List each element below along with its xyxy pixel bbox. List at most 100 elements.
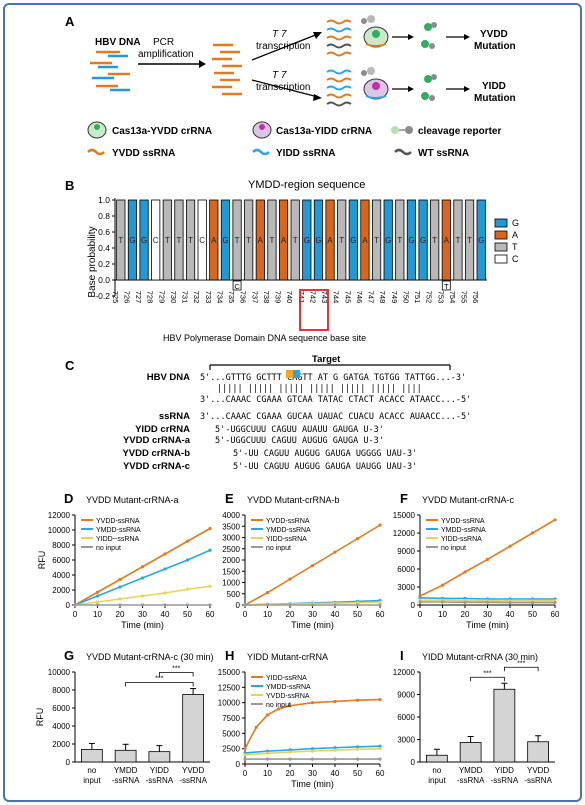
- panel-letter: I: [400, 648, 404, 663]
- x-axis-label: Time (min): [121, 620, 164, 630]
- b-bar: [244, 199, 254, 281]
- t7-label-b: T 7: [272, 70, 287, 81]
- b-bar-letter: G: [350, 236, 356, 245]
- category-label: YVDD: [527, 766, 549, 775]
- legend-label: YVDD-ssRNA: [266, 693, 310, 700]
- wt-ssrna-icon: [394, 148, 412, 156]
- b-bar: [406, 199, 417, 281]
- series-point: [310, 749, 315, 753]
- panel-letter: D: [64, 491, 73, 506]
- significance-bracket: [470, 676, 505, 682]
- y-tick-label: 9000: [397, 547, 415, 556]
- series-point: [140, 603, 145, 607]
- yidd-result-label: YIDD: [482, 81, 506, 92]
- series-point: [163, 552, 167, 556]
- b-bar: [418, 199, 428, 281]
- category-label: -ssRNA: [179, 776, 207, 785]
- yvdd-result-label: YVDD: [480, 29, 508, 40]
- bar: [182, 694, 204, 763]
- b-bar-letter: A: [281, 236, 287, 245]
- series-point: [265, 603, 270, 607]
- y-tick-label: 0: [411, 601, 416, 610]
- series-point: [185, 539, 190, 543]
- series-point: [73, 603, 77, 607]
- chart-title: YVDD Mutant-crRNA-a: [86, 495, 179, 505]
- panel-h-chart: H YIDD Mutant-crRNA 0 2500 5000 7500 10000 1250…: [218, 648, 385, 789]
- legend-yvdd-ssrna: YVDD ssRNA: [112, 148, 175, 159]
- b-bar: [197, 199, 207, 281]
- panel-letter: G: [64, 648, 74, 663]
- category-label: -ssRNA: [146, 776, 174, 785]
- x-tick-label: 0: [243, 610, 248, 619]
- significance-label: ***: [517, 660, 525, 667]
- b-site-label: 754: [448, 291, 457, 304]
- x-tick-label: 20: [286, 610, 295, 619]
- category-label: no: [87, 766, 96, 775]
- b-site-label: 756: [471, 291, 480, 304]
- panel-letter: E: [225, 491, 234, 506]
- b-legend-label: T: [512, 242, 518, 252]
- panel-b: B YMDD-region sequence Base probability …: [65, 178, 519, 343]
- c-row-sequence: 5'-UGGCUUU CAGUU AUGUG GAUGA U-3': [215, 436, 384, 446]
- y-tick-label: 500: [227, 590, 241, 599]
- c-row-sequence: 5'...GTTTG GCTTT CAGTT AT G GATGA TGTGG …: [200, 373, 466, 383]
- y-tick-label: 2000: [52, 586, 70, 595]
- b-bar-letter: G: [420, 236, 426, 245]
- b-below-box: [232, 280, 242, 291]
- significance-bracket: [125, 682, 194, 687]
- legend-label: no input: [441, 545, 466, 552]
- series-point: [333, 699, 337, 704]
- y-tick-label: 10000: [48, 668, 71, 677]
- series-point: [118, 585, 122, 589]
- panel-b-letter: B: [65, 178, 74, 193]
- y-tick-label: 4000: [52, 571, 70, 580]
- y-tick-label: 12000: [393, 529, 416, 538]
- chart-title: YVDD Mutant-crRNA-c: [422, 495, 515, 505]
- b-bar: [464, 199, 475, 281]
- b-site-label: 730: [169, 291, 178, 304]
- x-tick-label: 40: [331, 610, 340, 619]
- cas13a-complex-b-icon: [361, 67, 389, 100]
- chart-title: YVDD Mutant-crRNA-c (30 min): [86, 652, 214, 662]
- y-tick-label: 0: [66, 601, 71, 610]
- yvdd-mutation-label: Mutation: [474, 41, 516, 52]
- y-tick-label: 4000: [222, 511, 240, 520]
- b-ytick-label: 0.2: [98, 259, 110, 269]
- series-point: [288, 603, 292, 607]
- significance-label: ***: [155, 676, 163, 683]
- b-bar-letter: A: [327, 236, 333, 245]
- cas-yidd-icon: [252, 121, 272, 139]
- b-bar: [302, 199, 312, 281]
- b-site-label: 731: [181, 291, 190, 304]
- series-point: [440, 583, 445, 587]
- series-point: [208, 584, 212, 588]
- panel-a-legend: Cas13a-YVDD crRNA Cas13a-YIDD crRNA clea…: [87, 121, 501, 159]
- b-bar: [232, 199, 242, 281]
- b-bar: [278, 199, 289, 281]
- b-site-label: 741: [297, 291, 306, 304]
- y-tick-label: 3500: [222, 522, 240, 531]
- mutation-site-highlight-2: [293, 370, 300, 378]
- x-tick-label: 40: [331, 769, 340, 778]
- b-site-label: 745: [343, 291, 352, 304]
- panel-i-chart: I YIDD Mutant-crRNA (30 min) 0 3000 6000 9000…: [393, 648, 555, 785]
- series-point: [355, 757, 360, 761]
- x-axis-label: Time (min): [466, 620, 509, 630]
- b-site-label: 748: [378, 291, 387, 304]
- series-point: [288, 704, 292, 708]
- c-row-sequence: 3'...CAAAC CGAAA GTCAA TATAC CTACT ACACC…: [200, 395, 471, 405]
- b-bar-letter: T: [235, 236, 240, 245]
- yvdd-ssrna-icon: [87, 148, 105, 156]
- b-bar: [139, 199, 149, 281]
- c-row-sequence: 5'-UGGCUUU CAGUU AUAUU GAUGA U-3': [215, 425, 384, 435]
- x-tick-label: 0: [418, 610, 423, 619]
- series-point: [333, 746, 337, 750]
- series-point: [440, 600, 445, 604]
- legend-yidd-ssrna: YIDD ssRNA: [276, 148, 335, 159]
- c-row-label: ssRNA: [159, 411, 190, 422]
- panel-b-title: YMDD-region sequence: [248, 179, 365, 191]
- b-legend-swatch: [494, 218, 508, 228]
- x-tick-label: 0: [73, 610, 78, 619]
